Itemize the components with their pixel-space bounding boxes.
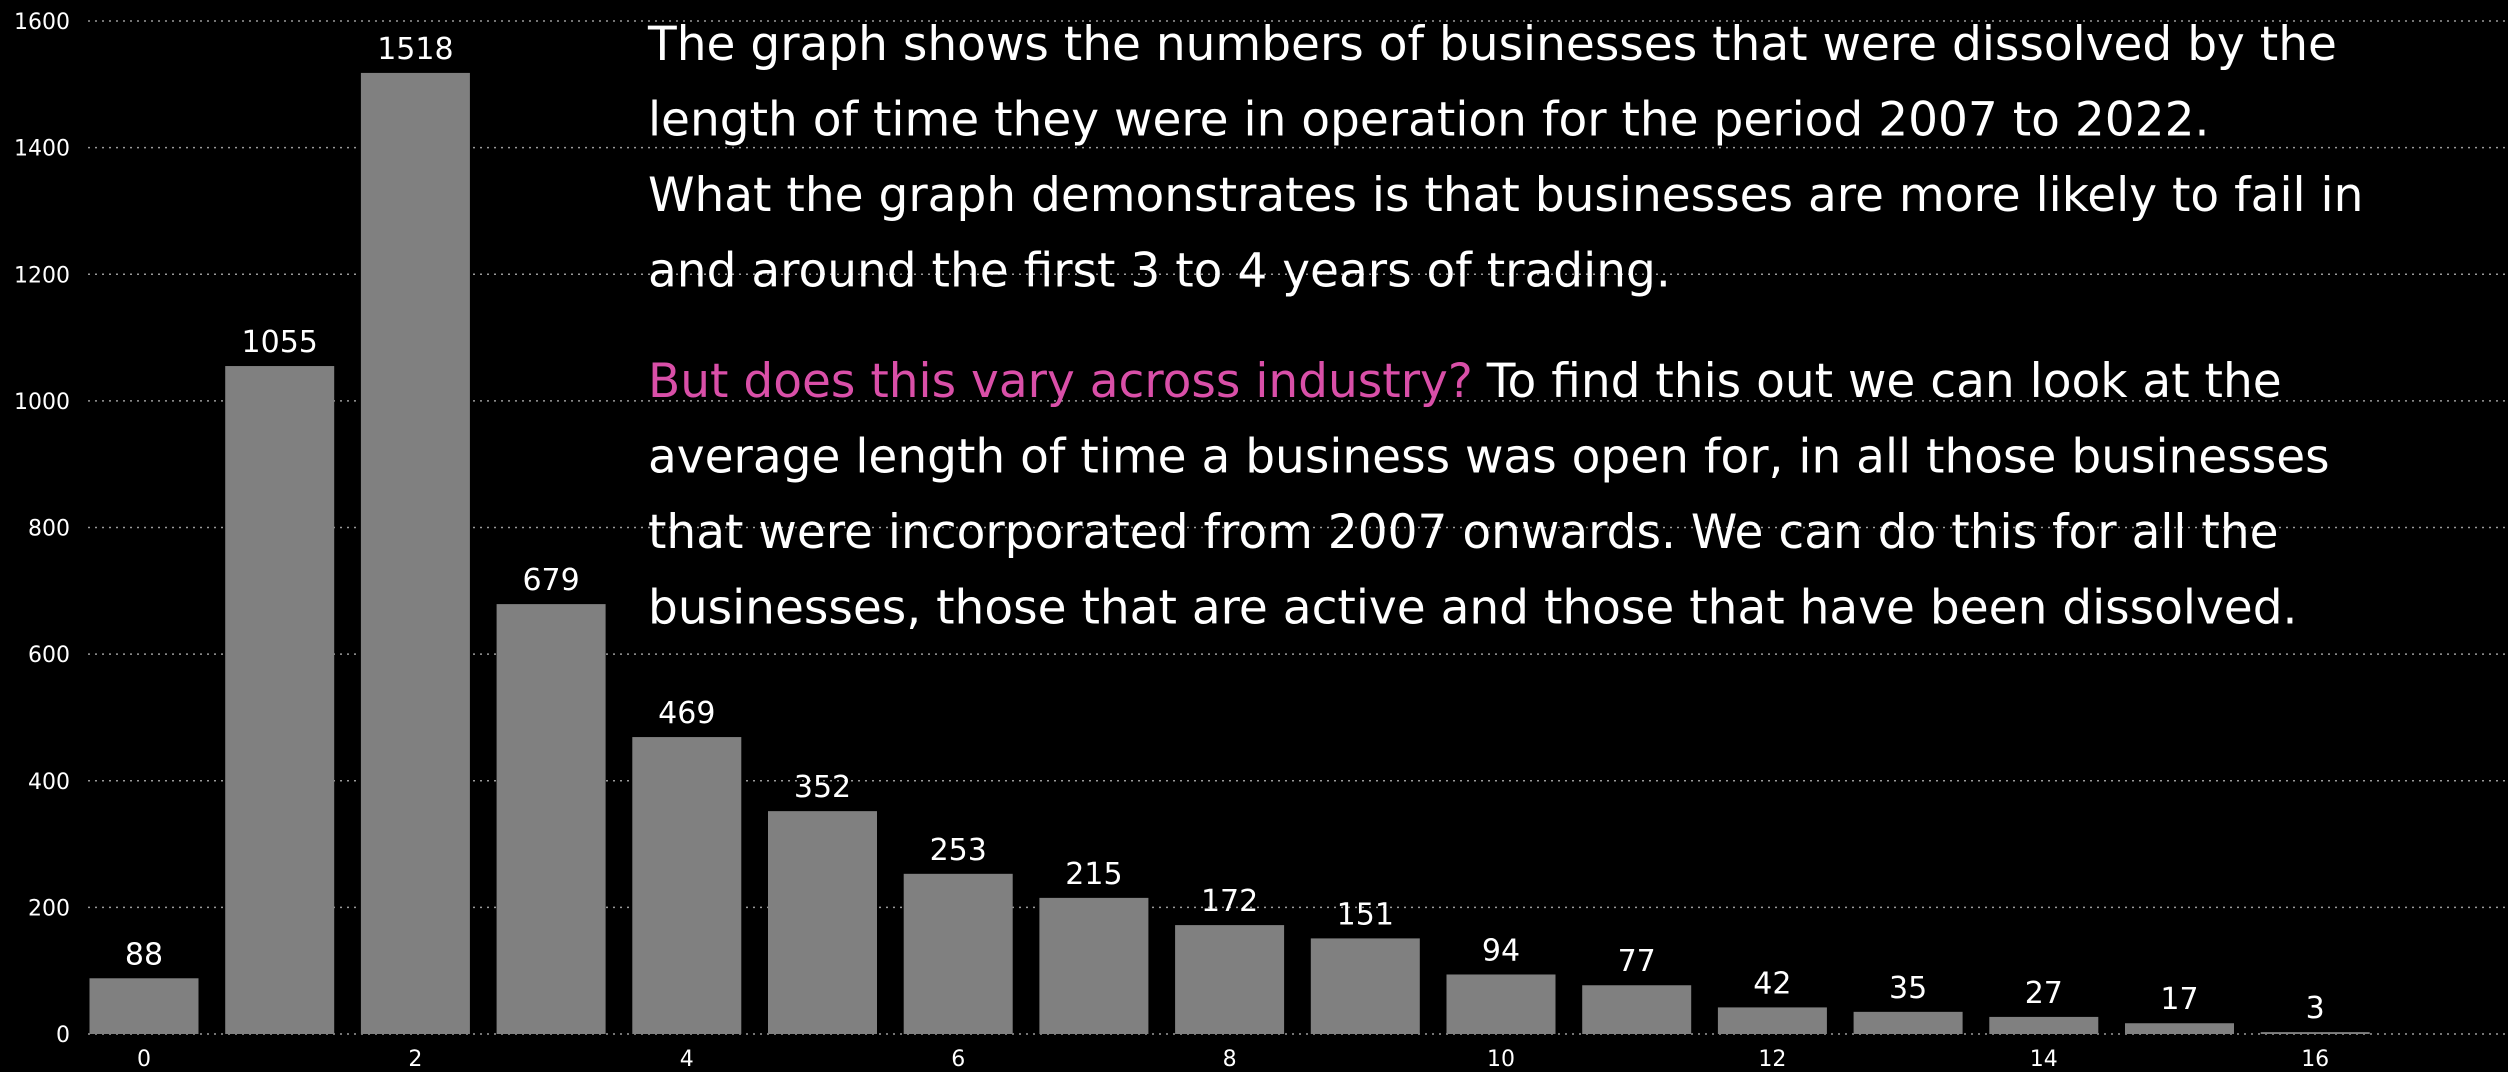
bar bbox=[1853, 1011, 1963, 1034]
bar bbox=[768, 811, 877, 1034]
annotation-line: length of time they were in operation fo… bbox=[648, 93, 2209, 148]
x-tick-label: 4 bbox=[680, 1047, 694, 1072]
value-label: 42 bbox=[1753, 966, 1791, 1001]
bar bbox=[225, 366, 335, 1035]
bar bbox=[1446, 974, 1556, 1034]
bar bbox=[496, 604, 606, 1034]
value-label: 1518 bbox=[377, 32, 453, 67]
annotation-line: average length of time a business was op… bbox=[648, 430, 2330, 485]
x-tick-label: 6 bbox=[951, 1047, 965, 1072]
annotation-line: businesses, those that are active and th… bbox=[648, 581, 2297, 636]
bar bbox=[1582, 985, 1692, 1034]
x-tick-label: 12 bbox=[1758, 1047, 1786, 1072]
annotation-text: To find this out we can look at the bbox=[1486, 354, 2282, 409]
bar bbox=[1039, 897, 1149, 1034]
annotation-line: What the graph demonstrates is that busi… bbox=[648, 168, 2363, 223]
value-label: 77 bbox=[1618, 944, 1656, 979]
value-label: 172 bbox=[1201, 884, 1258, 919]
value-label: 17 bbox=[2160, 982, 2198, 1017]
x-tick-label: 16 bbox=[2301, 1047, 2329, 1072]
value-label: 679 bbox=[522, 563, 579, 598]
x-tick-label: 10 bbox=[1487, 1047, 1515, 1072]
highlight-text: But does this vary across industry? bbox=[648, 354, 1473, 409]
bar bbox=[2125, 1023, 2234, 1034]
value-label: 151 bbox=[1337, 897, 1394, 932]
y-tick-label: 200 bbox=[28, 896, 70, 921]
bar bbox=[632, 737, 742, 1034]
y-tick-label: 1200 bbox=[14, 263, 70, 288]
annotation-line: that were incorporated from 2007 onwards… bbox=[648, 505, 2279, 560]
bar bbox=[1175, 925, 1285, 1034]
x-tick-label: 14 bbox=[2030, 1047, 2058, 1072]
x-tick-label: 0 bbox=[137, 1047, 151, 1072]
bar bbox=[2260, 1032, 2370, 1034]
y-tick-label: 1000 bbox=[14, 390, 70, 415]
x-tick-label: 8 bbox=[1223, 1047, 1237, 1072]
value-label: 215 bbox=[1065, 857, 1122, 892]
bar bbox=[89, 978, 199, 1034]
bar bbox=[1989, 1016, 2099, 1034]
value-label: 469 bbox=[658, 696, 715, 731]
value-label: 88 bbox=[125, 937, 163, 972]
annotation-line: and around the first 3 to 4 years of tra… bbox=[648, 244, 1671, 299]
bar bbox=[903, 873, 1013, 1034]
x-tick-label: 2 bbox=[408, 1047, 422, 1072]
annotation-line: But does this vary across industry? To fi… bbox=[648, 354, 2282, 409]
value-label: 3 bbox=[2306, 991, 2325, 1026]
y-tick-label: 800 bbox=[28, 517, 70, 542]
annotation-line: The graph shows the numbers of businesse… bbox=[647, 17, 2337, 72]
bar bbox=[1717, 1007, 1827, 1034]
value-label: 35 bbox=[1889, 971, 1927, 1006]
y-tick-label: 1600 bbox=[14, 10, 70, 35]
value-label: 352 bbox=[794, 770, 851, 805]
value-label: 1055 bbox=[242, 325, 318, 360]
y-tick-label: 0 bbox=[56, 1023, 70, 1048]
bar bbox=[1310, 938, 1420, 1034]
bar bbox=[360, 72, 470, 1034]
y-tick-label: 600 bbox=[28, 643, 70, 668]
y-tick-label: 1400 bbox=[14, 137, 70, 162]
y-tick-label: 400 bbox=[28, 770, 70, 795]
value-label: 27 bbox=[2025, 976, 2063, 1011]
value-label: 253 bbox=[930, 833, 987, 868]
value-label: 94 bbox=[1482, 933, 1520, 968]
